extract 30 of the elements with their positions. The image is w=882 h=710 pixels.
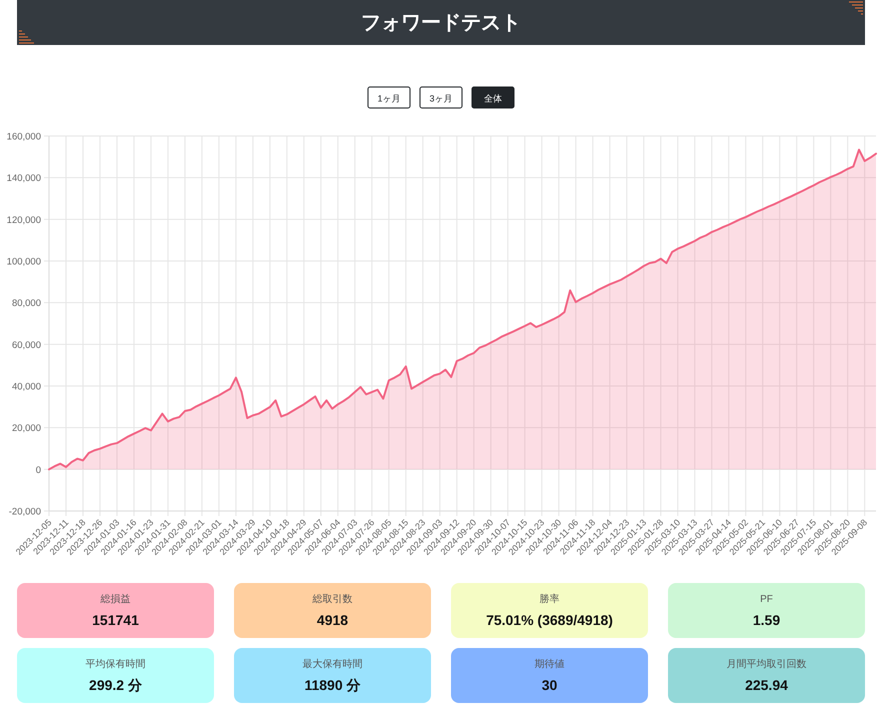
y-tick-label: 80,000: [12, 298, 41, 310]
text: 1.59: [752, 612, 780, 628]
y-tick-label: 140,000: [6, 173, 41, 184]
category-label: 総損益: [100, 593, 130, 605]
text: 1ヶ月: [377, 94, 401, 104]
category-label: 総取引数: [312, 593, 352, 605]
chart-title: フォワードテスト: [361, 12, 521, 34]
y-tick-label: 100,000: [6, 256, 41, 268]
text: 299.2 分: [89, 677, 142, 693]
y-tick-label: -20,000: [8, 506, 41, 518]
text: 全体: [484, 94, 502, 104]
text: 75.01% (3689/4918): [486, 612, 613, 628]
y-tick-label: 20,000: [12, 423, 41, 434]
y-tick-label: 40,000: [12, 382, 41, 392]
category-label: 月間平均取引回数: [726, 658, 806, 670]
category-label: PF: [760, 594, 773, 605]
text: 3ヶ月: [429, 94, 453, 104]
text: 30: [542, 677, 558, 693]
y-tick-label: 60,000: [12, 340, 41, 351]
text: 225.94: [745, 677, 788, 693]
text: 4918: [316, 612, 348, 628]
text: 11890 分: [304, 677, 361, 693]
y-tick-label: 120,000: [6, 214, 41, 226]
y-tick-label: 160,000: [6, 132, 41, 142]
text: 151741: [92, 612, 139, 628]
category-label: 最大保有時間: [302, 658, 362, 670]
category-label: 勝率: [540, 593, 560, 605]
y-tick-label: 0: [36, 464, 41, 476]
category-label: 平均保有時間: [86, 658, 146, 670]
category-label: 期待値: [534, 658, 564, 670]
